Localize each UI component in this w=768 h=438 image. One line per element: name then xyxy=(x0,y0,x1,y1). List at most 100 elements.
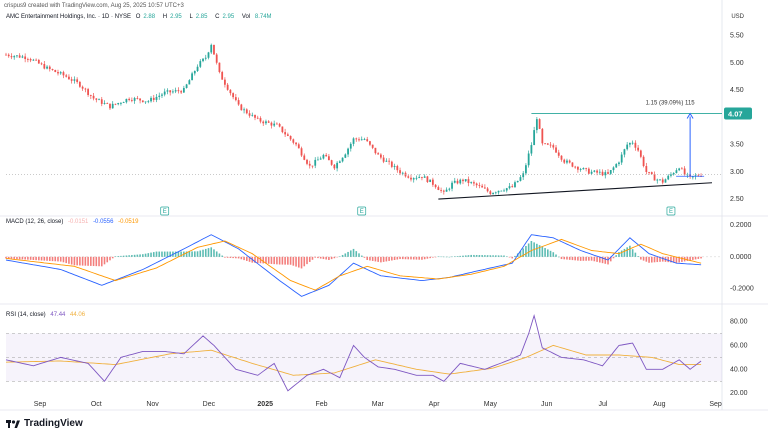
candle-body xyxy=(609,170,612,174)
macd-histogram-bar xyxy=(500,255,503,257)
candle-body xyxy=(347,148,349,155)
candle-body xyxy=(37,59,40,64)
macd-line xyxy=(5,234,702,297)
candle-body xyxy=(503,190,505,192)
macd-histogram-bar xyxy=(407,256,410,260)
rsi-title: RSI (14, close) xyxy=(6,312,46,318)
candle-body xyxy=(13,56,16,58)
candle-body xyxy=(349,143,352,149)
candle-body xyxy=(21,56,24,58)
tradingview-footer: TradingView xyxy=(6,418,83,429)
macd-histogram-bar xyxy=(640,256,642,260)
candle-body xyxy=(243,109,245,111)
macd-histogram-bar xyxy=(281,256,284,265)
candle-body xyxy=(607,172,609,174)
candle-body xyxy=(48,66,51,70)
low-tag: L 2.85 xyxy=(189,14,208,20)
macd-histogram-bar xyxy=(21,256,24,260)
macd-histogram-bar xyxy=(27,256,29,260)
candle-body xyxy=(18,55,21,58)
macd-histogram-bar xyxy=(694,256,697,260)
macd-histogram-bar xyxy=(648,256,650,263)
macd-histogram-bar xyxy=(514,255,516,257)
macd-histogram-bar xyxy=(568,256,571,260)
candle-body xyxy=(467,179,470,184)
candle-body xyxy=(582,168,585,170)
macd-histogram-bar xyxy=(131,255,133,257)
macd-histogram-bar xyxy=(287,256,289,265)
candle-body xyxy=(363,139,366,140)
candle-body xyxy=(109,103,111,109)
candle-body xyxy=(410,177,412,180)
macd-histogram-bar xyxy=(429,256,431,259)
candle-body xyxy=(344,154,347,158)
candle-body xyxy=(125,98,128,103)
macd-histogram-bar xyxy=(185,251,188,257)
macd-histogram-bar xyxy=(54,256,57,262)
candle-body xyxy=(579,169,582,171)
macd-histogram-bar xyxy=(341,254,344,257)
candle-body xyxy=(442,190,445,192)
candle-body xyxy=(500,190,503,192)
candle-body xyxy=(120,102,122,104)
candle-body xyxy=(601,171,604,176)
macd-histogram-bar xyxy=(191,251,193,257)
macd-histogram-bar xyxy=(40,256,43,261)
candle-body xyxy=(81,86,84,89)
macd-histogram-bar xyxy=(100,256,103,267)
macd-histogram-bar xyxy=(95,256,98,267)
macd-histogram-bar xyxy=(92,256,95,267)
candle-body xyxy=(245,109,248,114)
macd-histogram-bar xyxy=(84,256,87,266)
macd-histogram-bar xyxy=(508,256,511,258)
macd-histogram-bar xyxy=(289,256,292,265)
macd-histogram-bar xyxy=(618,252,620,257)
macd-histogram-bar xyxy=(215,251,218,257)
macd-histogram-bar xyxy=(133,254,136,257)
x-axis-label: Feb xyxy=(315,401,327,408)
macd-histogram-bar xyxy=(265,256,267,264)
candle-body xyxy=(371,144,374,148)
candle-body xyxy=(396,165,399,171)
macd-title: MACD (12, 26, close) xyxy=(6,219,64,225)
candle-body xyxy=(505,188,508,191)
macd-histogram-bar xyxy=(136,254,139,257)
candle-body xyxy=(478,185,481,187)
macd-histogram-bar xyxy=(434,256,437,258)
high-tag: H 2.95 xyxy=(162,14,182,20)
candle-body xyxy=(136,98,139,99)
candle-body xyxy=(182,87,185,93)
candle-body xyxy=(574,166,577,168)
earnings-marker xyxy=(666,206,676,216)
candle-body xyxy=(177,90,180,92)
candle-body xyxy=(336,162,339,169)
candle-body xyxy=(653,174,656,181)
macd-histogram-bar xyxy=(374,256,377,262)
candle-body xyxy=(57,72,59,74)
macd-histogram-bar xyxy=(415,256,418,260)
macd-histogram-bar xyxy=(199,250,202,257)
candle-body xyxy=(514,182,516,188)
macd-histogram-bar xyxy=(448,256,451,258)
candle-body xyxy=(566,160,568,163)
macd-histogram-bar xyxy=(68,256,70,264)
candle-body xyxy=(637,147,640,151)
candle-body xyxy=(421,176,423,178)
price-tick-label: 3.00 xyxy=(730,169,744,176)
candle-body xyxy=(481,185,484,188)
macd-histogram-bar xyxy=(284,256,286,265)
candle-body xyxy=(535,119,538,131)
x-axis-label: May xyxy=(484,401,498,408)
candle-body xyxy=(634,142,637,148)
earnings-marker-label: E xyxy=(163,209,167,215)
candle-body xyxy=(40,63,43,65)
candle-body xyxy=(374,147,377,154)
candle-body xyxy=(437,187,440,190)
candle-body xyxy=(533,130,536,146)
candle-body xyxy=(587,168,590,174)
earnings-marker-label: E xyxy=(360,209,364,215)
candle-body xyxy=(240,104,243,111)
candle-body xyxy=(522,173,525,178)
candle-body xyxy=(330,160,333,165)
